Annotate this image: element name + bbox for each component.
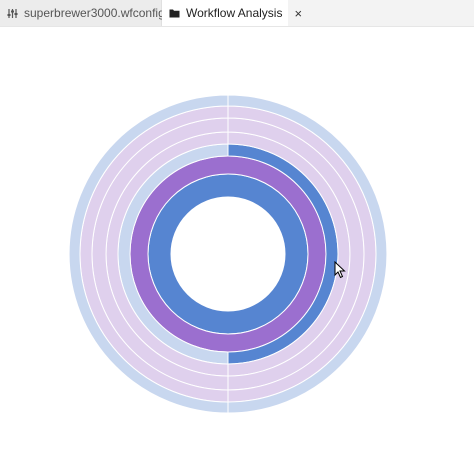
tab-label: Workflow Analysis <box>186 6 283 20</box>
tab-superbrewer-config[interactable]: superbrewer3000.wfconfig <box>0 0 165 26</box>
tab-workflow-analysis[interactable]: Workflow Analysis × <box>162 0 302 26</box>
sunburst-chart <box>68 94 388 414</box>
tab-label: superbrewer3000.wfconfig <box>24 6 165 20</box>
tab-bar: superbrewer3000.wfconfig Workflow Analys… <box>0 0 474 27</box>
sunburst-segment-ring-1-1[interactable] <box>147 173 309 335</box>
sunburst-segment-ring-7-2[interactable] <box>68 94 229 414</box>
workflow-analysis-view <box>0 27 474 449</box>
sliders-icon <box>7 8 18 19</box>
mouse-cursor-icon <box>334 261 346 279</box>
folder-icon <box>169 8 180 19</box>
close-icon[interactable]: × <box>294 5 303 21</box>
